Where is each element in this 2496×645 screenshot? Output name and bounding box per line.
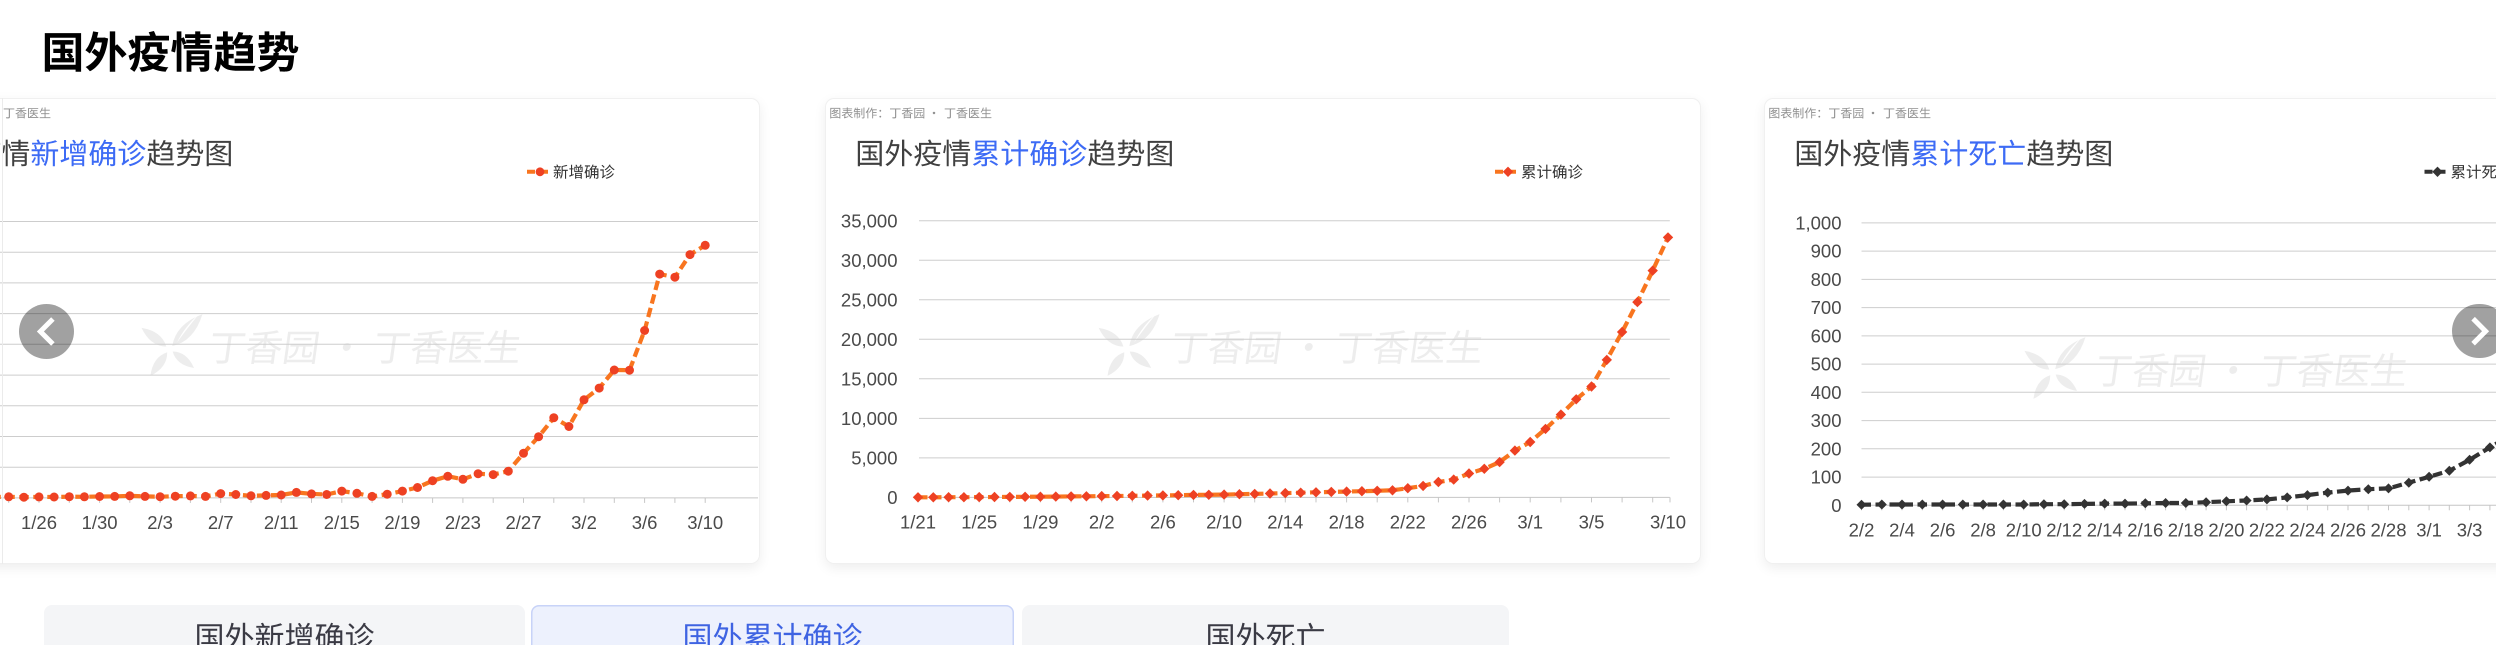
svg-text:1/29: 1/29 bbox=[1022, 511, 1058, 532]
svg-text:300: 300 bbox=[1810, 410, 1841, 431]
svg-text:2/22: 2/22 bbox=[2248, 519, 2284, 540]
svg-text:3/10: 3/10 bbox=[1650, 511, 1686, 532]
svg-text:2/10: 2/10 bbox=[1206, 511, 1242, 532]
svg-text:2/7: 2/7 bbox=[208, 512, 234, 533]
svg-text:2/20: 2/20 bbox=[2208, 519, 2244, 540]
svg-text:2/28: 2/28 bbox=[2370, 519, 2406, 540]
svg-text:2/10: 2/10 bbox=[2005, 519, 2041, 540]
svg-text:200: 200 bbox=[1810, 438, 1841, 459]
svg-text:25,000: 25,000 bbox=[841, 289, 898, 310]
svg-text:2/8: 2/8 bbox=[1970, 519, 1996, 540]
svg-text:0: 0 bbox=[887, 487, 897, 508]
svg-text:2/22: 2/22 bbox=[1390, 511, 1426, 532]
svg-text:2/2: 2/2 bbox=[1089, 511, 1115, 532]
svg-text:800: 800 bbox=[1810, 269, 1841, 290]
svg-text:30,000: 30,000 bbox=[841, 250, 898, 271]
svg-text:2/11: 2/11 bbox=[264, 512, 299, 533]
svg-text:0: 0 bbox=[1831, 495, 1841, 516]
svg-text:2/16: 2/16 bbox=[2127, 519, 2163, 540]
svg-text:600: 600 bbox=[1810, 326, 1841, 347]
svg-text:2/4: 2/4 bbox=[1889, 519, 1915, 540]
svg-text:3/6: 3/6 bbox=[632, 512, 658, 533]
svg-text:2/27: 2/27 bbox=[505, 512, 541, 533]
svg-text:3/2: 3/2 bbox=[571, 512, 597, 533]
svg-text:2/6: 2/6 bbox=[1150, 511, 1176, 532]
svg-text:2/23: 2/23 bbox=[445, 512, 481, 533]
svg-text:1/26: 1/26 bbox=[21, 512, 57, 533]
svg-text:3/1: 3/1 bbox=[1517, 511, 1543, 532]
svg-text:900: 900 bbox=[1810, 241, 1841, 262]
svg-text:2/2: 2/2 bbox=[1848, 519, 1874, 540]
svg-text:400: 400 bbox=[1810, 382, 1841, 403]
svg-text:15,000: 15,000 bbox=[841, 368, 898, 389]
svg-text:2/18: 2/18 bbox=[2167, 519, 2203, 540]
svg-text:3/10: 3/10 bbox=[687, 512, 723, 533]
svg-text:100: 100 bbox=[1810, 467, 1841, 488]
svg-text:10,000: 10,000 bbox=[841, 408, 898, 429]
svg-text:1/25: 1/25 bbox=[961, 511, 997, 532]
svg-text:1/30: 1/30 bbox=[82, 512, 118, 533]
svg-text:2/14: 2/14 bbox=[2086, 519, 2122, 540]
svg-text:2/3: 2/3 bbox=[147, 512, 173, 533]
svg-text:2/19: 2/19 bbox=[384, 512, 420, 533]
svg-text:2/14: 2/14 bbox=[1267, 511, 1303, 532]
svg-text:2/24: 2/24 bbox=[2289, 519, 2325, 540]
svg-text:35,000: 35,000 bbox=[841, 210, 898, 231]
svg-text:5,000: 5,000 bbox=[851, 448, 897, 469]
svg-text:500: 500 bbox=[1810, 354, 1841, 375]
svg-text:3/5: 3/5 bbox=[1579, 511, 1605, 532]
svg-text:2/15: 2/15 bbox=[324, 512, 360, 533]
svg-text:1/21: 1/21 bbox=[900, 511, 936, 532]
svg-text:1,000: 1,000 bbox=[1795, 213, 1841, 234]
svg-text:3/1: 3/1 bbox=[2416, 519, 2442, 540]
svg-text:2/26: 2/26 bbox=[2329, 519, 2365, 540]
svg-text:2/6: 2/6 bbox=[1929, 519, 1955, 540]
svg-text:2/12: 2/12 bbox=[2046, 519, 2082, 540]
svg-text:2/26: 2/26 bbox=[1451, 511, 1487, 532]
svg-text:700: 700 bbox=[1810, 297, 1841, 318]
svg-text:20,000: 20,000 bbox=[841, 329, 898, 350]
svg-text:3/3: 3/3 bbox=[2456, 519, 2482, 540]
svg-text:2/18: 2/18 bbox=[1329, 511, 1365, 532]
